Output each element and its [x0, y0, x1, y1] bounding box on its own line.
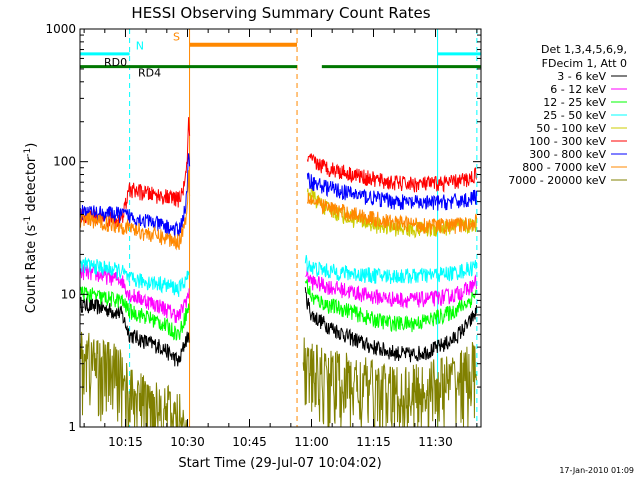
x-tick-label: 11:30 [418, 435, 453, 449]
series-line-1-post [305, 267, 477, 309]
y-tick-label: 1 [68, 420, 76, 434]
annotations-layer: RD0 RD4 N S [79, 29, 481, 427]
series-line-3-pre [79, 257, 190, 298]
chart-title: HESSI Observing Summary Count Rates [131, 4, 430, 22]
series-line-0-pre [79, 296, 190, 367]
x-axis-label: Start Time (29-Jul-07 10:04:02) [178, 456, 381, 471]
series-line-7-post [306, 192, 477, 235]
legend-entry-label: 800 - 7000 keV [522, 161, 606, 174]
series-line-4-post [306, 187, 477, 239]
series-line-2-pre [79, 286, 190, 341]
x-tick-label: 11:15 [356, 435, 391, 449]
series-line-5-post [306, 153, 477, 193]
plot-frame [79, 28, 482, 428]
series-line-0-post [304, 287, 477, 363]
legend-entry-label: 7000 - 20000 keV [508, 174, 606, 187]
legend-entry-label: 50 - 100 keV [536, 122, 606, 135]
x-tick-label: 10:30 [170, 435, 205, 449]
series-line-8-post [302, 337, 477, 428]
x-axis: 10:15 10:30 10:45 11:00 11:15 11:30 [83, 29, 478, 449]
y-axis: 1 10 100 1000 [45, 22, 481, 434]
series-line-8-pre [79, 331, 188, 428]
series-line-7-pre [79, 170, 191, 251]
legend-header-detectors: Det 1,3,4,5,6,9, [541, 43, 627, 56]
y-tick-label: 100 [53, 155, 76, 169]
legend-header-fdecim: FDecim 1, Att 0 [542, 57, 627, 70]
footer-timestamp: 17-Jan-2010 01:09 [559, 466, 634, 475]
series-line-2-post [304, 279, 477, 333]
legend-entry-label: 6 - 12 keV [550, 83, 606, 96]
series-line-3-post [304, 255, 477, 285]
series-line-6-pre [79, 153, 191, 238]
legend-entry-label: 100 - 300 keV [529, 135, 606, 148]
y-tick-label: 1000 [45, 22, 76, 36]
x-tick-label: 10:45 [232, 435, 267, 449]
night-label: N [136, 40, 144, 53]
saa-label: S [173, 30, 180, 43]
x-tick-label: 11:00 [294, 435, 329, 449]
rd4-label: RD4 [138, 67, 161, 80]
series-layer [79, 117, 477, 428]
series-line-1-pre [79, 264, 190, 323]
y-axis-label: Count Rate (s-1 detector-1) [23, 143, 39, 314]
legend-entry-label: 300 - 800 keV [529, 148, 606, 161]
legend-entry-label: 3 - 6 keV [557, 70, 606, 83]
legend-entry-label: 12 - 25 keV [543, 96, 606, 109]
legend: Det 1,3,4,5,6,9, FDecim 1, Att 0 3 - 6 k… [508, 43, 627, 187]
rd0-label: RD0 [104, 56, 127, 69]
x-tick-label: 10:15 [108, 435, 143, 449]
y-tick-label: 10 [61, 287, 76, 301]
legend-entry-label: 25 - 50 keV [543, 109, 606, 122]
series-line-6-post [306, 172, 477, 211]
